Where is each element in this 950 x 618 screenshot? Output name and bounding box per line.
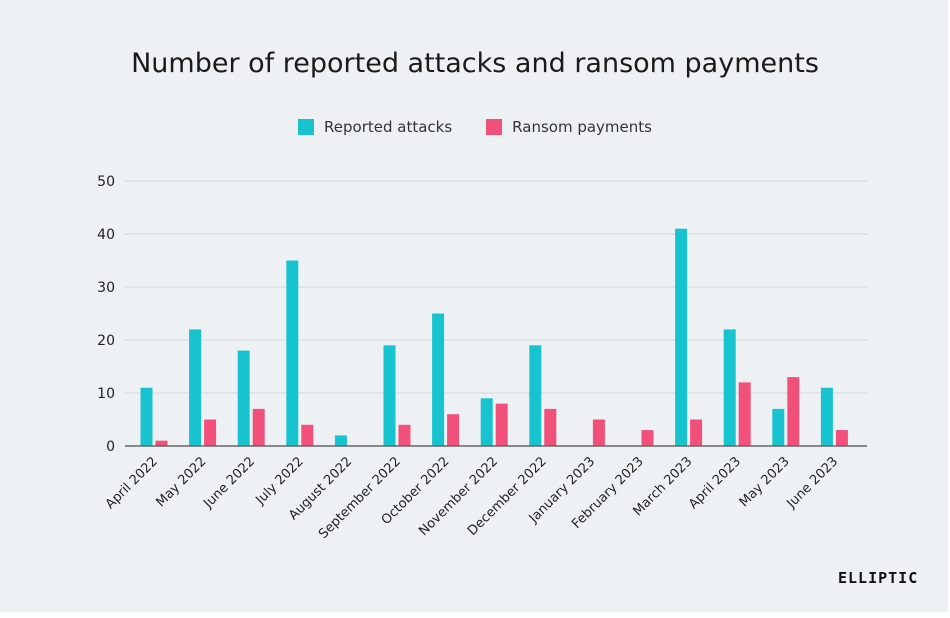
x-tick-label: April 2022	[103, 454, 161, 512]
bar-ransom	[690, 419, 703, 446]
bar-ransom	[835, 430, 848, 446]
bar-ransom	[738, 382, 751, 446]
bar-ransom	[787, 377, 800, 446]
bar-ransom	[301, 424, 314, 446]
bar-ransom	[544, 408, 557, 446]
bar-attacks	[334, 435, 347, 446]
legend-label-ransom: Ransom payments	[512, 118, 652, 136]
bar-ransom	[252, 408, 265, 446]
bar-attacks	[140, 387, 153, 446]
bar-attacks	[432, 313, 445, 446]
legend-label-attacks: Reported attacks	[324, 118, 453, 136]
bar-attacks	[675, 228, 688, 446]
y-tick-label: 30	[97, 280, 115, 296]
chart-title: Number of reported attacks and ransom pa…	[131, 48, 819, 79]
bar-attacks	[820, 387, 833, 446]
bar-attacks	[529, 345, 542, 446]
bar-attacks	[286, 260, 299, 446]
bar-attacks	[723, 329, 736, 446]
bar-ransom	[155, 440, 168, 446]
bar-attacks	[772, 408, 785, 446]
bar-attacks	[383, 345, 396, 446]
bar-ransom	[592, 419, 605, 446]
y-tick-label: 10	[97, 386, 115, 402]
x-tick-label: September 2022	[316, 454, 404, 542]
elliptic-logo: ELLIPTIC	[838, 569, 919, 587]
bar-ransom	[204, 419, 217, 446]
legend-item-attacks: Reported attacks	[298, 118, 452, 136]
legend-item-ransom: Ransom payments	[486, 118, 652, 136]
legend: Reported attacks Ransom payments	[0, 118, 950, 136]
bar-ransom	[641, 430, 654, 446]
bar-attacks	[189, 329, 202, 446]
x-tick-label: April 2023	[686, 454, 744, 512]
bar-ransom	[447, 414, 460, 446]
bar-ransom	[495, 403, 508, 446]
bar-ransom	[398, 424, 411, 446]
bar-attacks	[480, 398, 493, 446]
y-tick-label: 50	[97, 174, 115, 190]
legend-swatch-ransom	[486, 119, 503, 135]
x-tick-label: June 2022	[200, 454, 258, 512]
bar-attacks	[237, 350, 250, 446]
y-tick-label: 0	[106, 439, 115, 455]
x-tick-label: June 2023	[784, 454, 842, 512]
y-tick-label: 20	[97, 333, 115, 349]
y-tick-label: 40	[97, 227, 115, 243]
legend-swatch-attacks	[298, 119, 315, 135]
